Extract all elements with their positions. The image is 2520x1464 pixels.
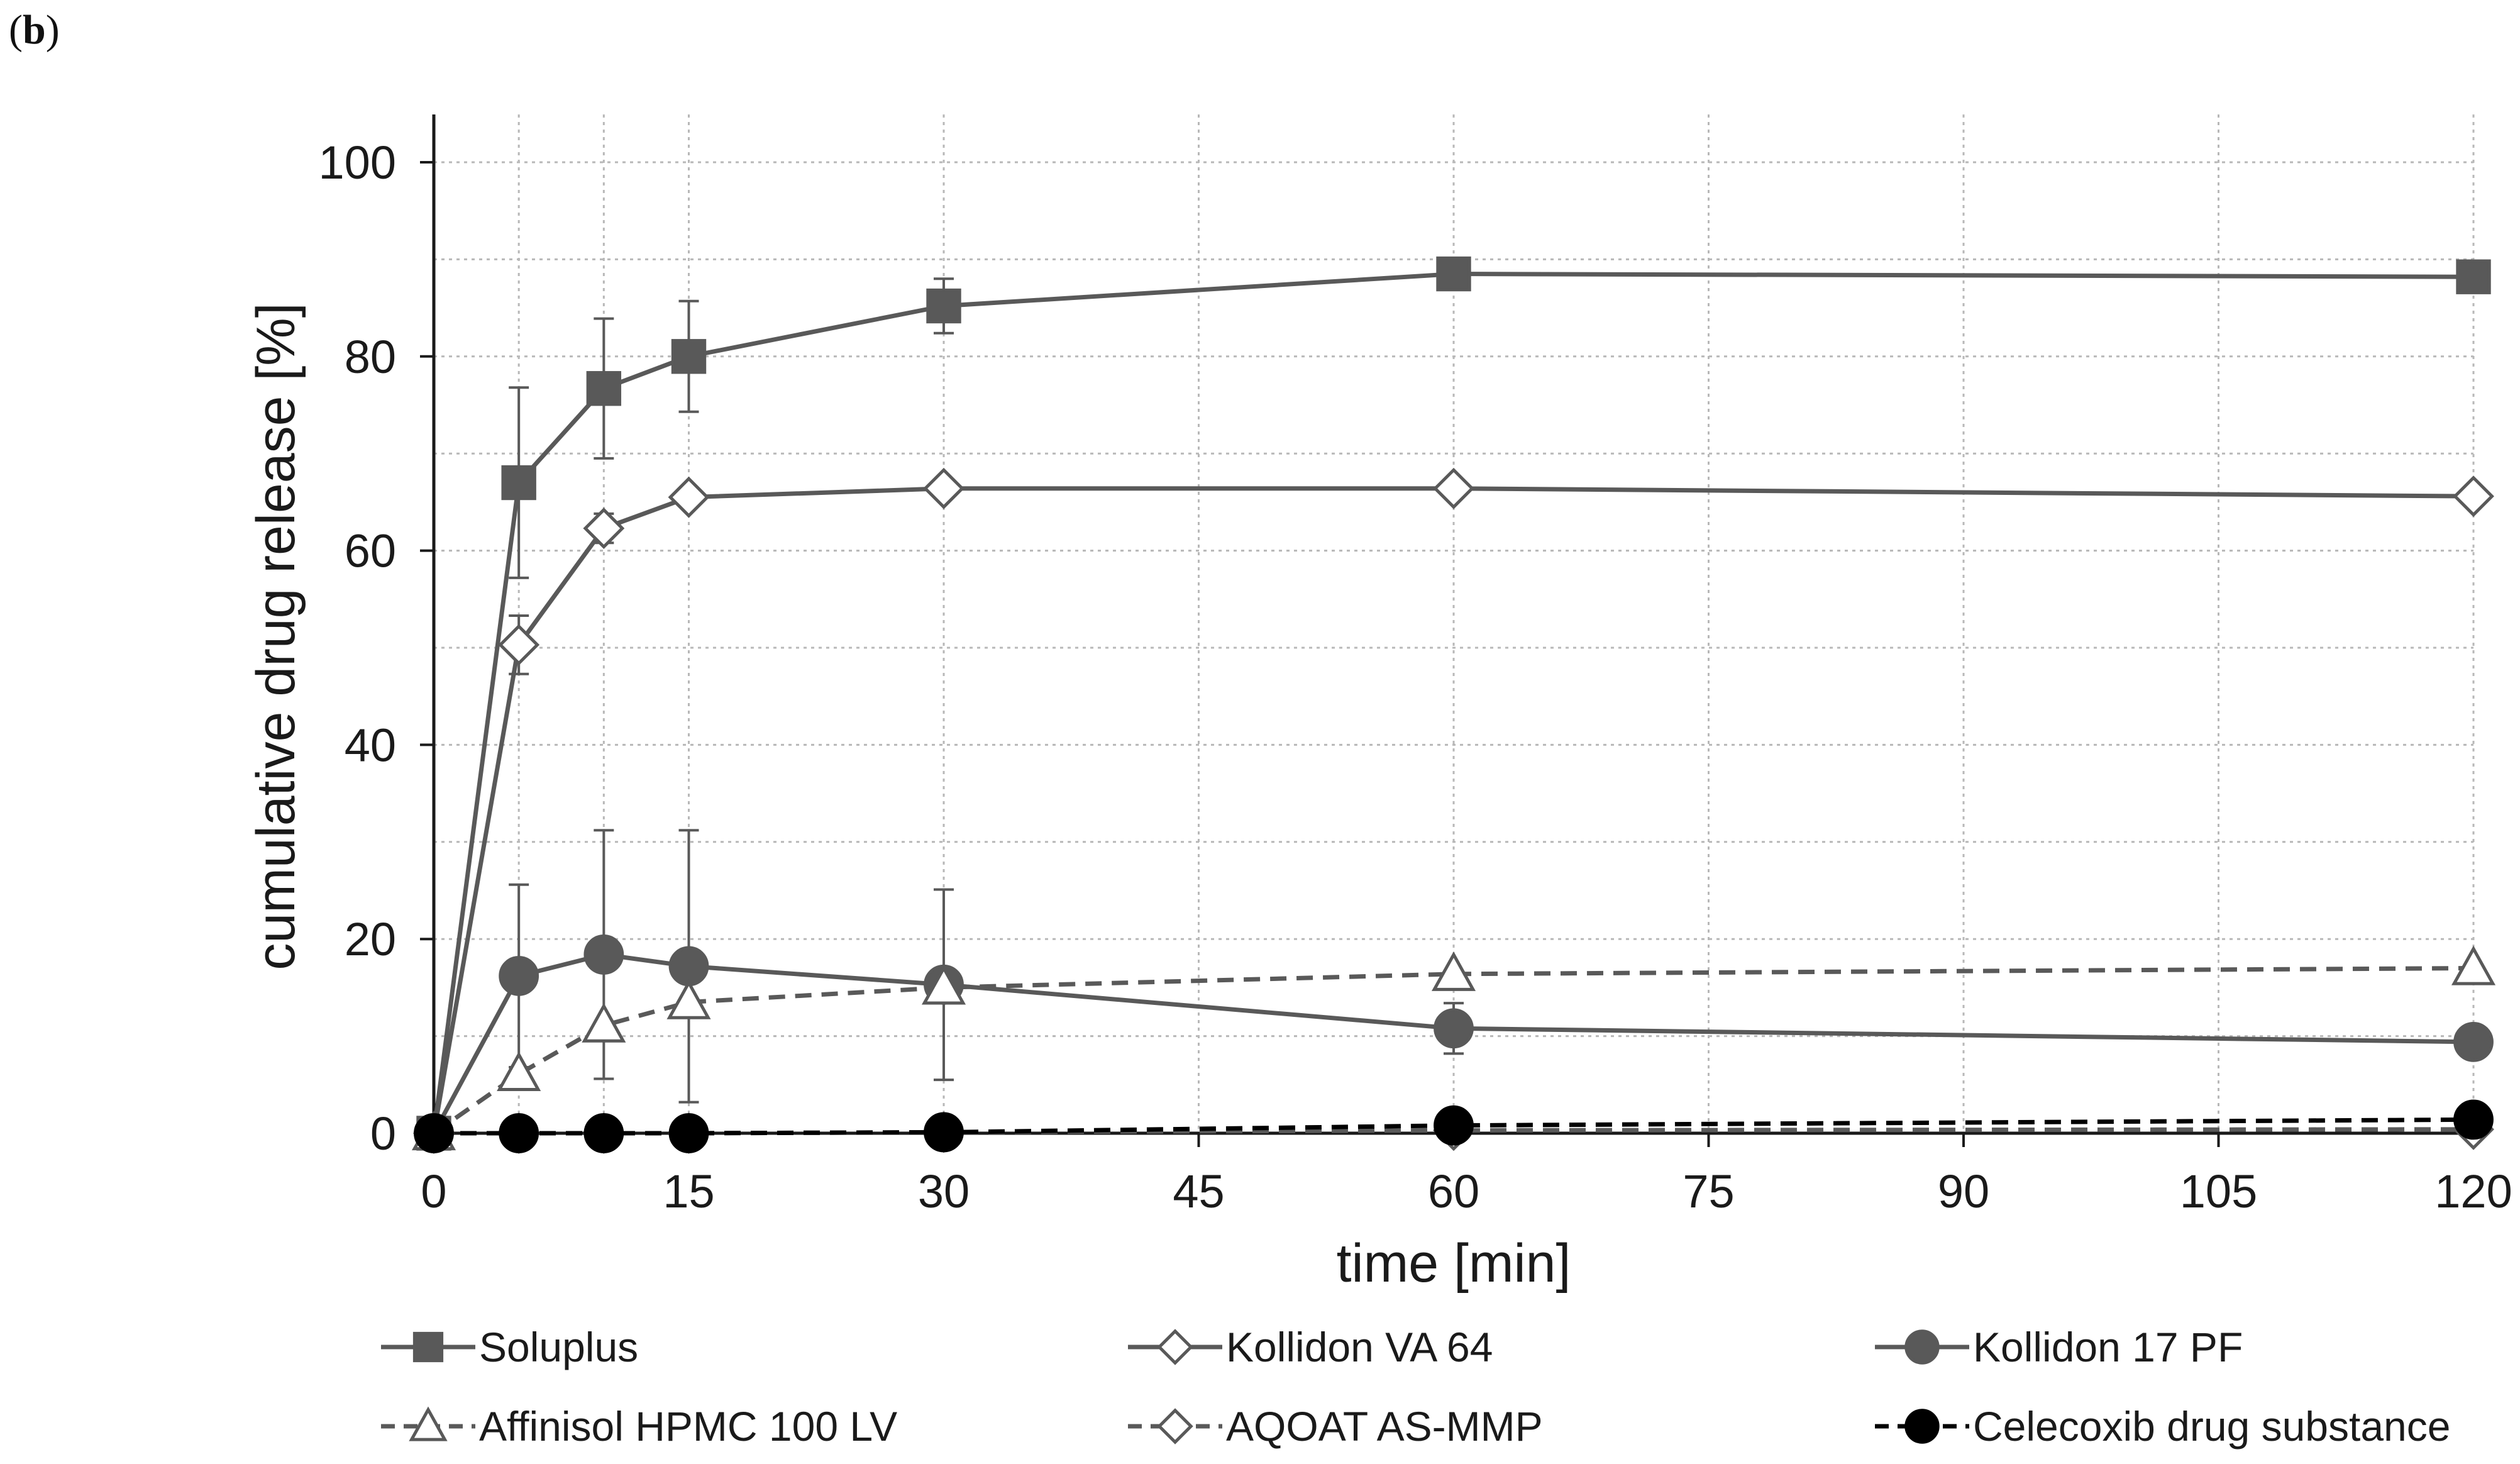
data-point-0-6 — [2456, 259, 2491, 294]
legend-item-2: Kollidon 17 PF — [1875, 1324, 2243, 1370]
data-point-0-3 — [671, 339, 707, 374]
data-point-3-5 — [1431, 951, 1476, 991]
legend-marker-2 — [1904, 1329, 1940, 1365]
legend-label-5: Celecoxib drug substance — [1973, 1403, 2450, 1450]
data-point-1-4 — [923, 467, 964, 509]
y-axis-title: cumulative drug release [%] — [246, 302, 306, 970]
data-point-5-3 — [668, 1113, 709, 1153]
x-axis-title: time [min] — [1337, 1233, 1571, 1294]
legend-item-3: Affinisol HPMC 100 LV — [381, 1403, 897, 1450]
y-tick-label-20: 20 — [345, 913, 396, 965]
panel-label-letter: b — [22, 7, 46, 53]
x-tick-label-75: 75 — [1683, 1165, 1734, 1217]
legend-marker-1 — [1157, 1329, 1193, 1365]
data-point-1-2 — [583, 507, 625, 550]
legend-label-3: Affinisol HPMC 100 LV — [479, 1403, 897, 1450]
x-tick-label-120: 120 — [2434, 1165, 2512, 1217]
chart-legend: Soluplus Kollidon VA 64 Kollidon 17 PF Affi… — [381, 1324, 2450, 1450]
panel-label-close: ) — [45, 7, 60, 53]
y-tick-label-80: 80 — [345, 331, 396, 383]
data-point-0-1 — [501, 465, 536, 501]
data-point-1-5 — [1433, 467, 1474, 509]
x-tick-label-0: 0 — [421, 1165, 446, 1217]
data-point-3-3 — [666, 979, 711, 1019]
data-point-2-3 — [668, 946, 709, 987]
data-point-0-2 — [586, 371, 622, 406]
y-tick-label-100: 100 — [319, 136, 396, 189]
legend-marker-0 — [412, 1331, 444, 1363]
legend-label-0: Soluplus — [479, 1324, 638, 1370]
legend-marker-5 — [1904, 1409, 1940, 1444]
y-tick-label-40: 40 — [345, 719, 396, 771]
chart-grid — [434, 114, 2475, 1133]
legend-item-5: Celecoxib drug substance — [1875, 1403, 2450, 1450]
data-point-2-6 — [2453, 1021, 2494, 1062]
data-point-0-5 — [1436, 256, 1471, 292]
legend-marker-3 — [409, 1406, 448, 1441]
data-point-1-6 — [2453, 475, 2494, 518]
series-5 — [414, 1099, 2494, 1153]
legend-marker-4 — [1157, 1408, 1193, 1445]
data-point-3-1 — [497, 1051, 541, 1091]
data-point-5-5 — [1434, 1105, 1474, 1146]
x-tick-label-60: 60 — [1428, 1165, 1479, 1217]
data-point-1-3 — [668, 476, 710, 518]
legend-label-2: Kollidon 17 PF — [1973, 1324, 2243, 1370]
data-point-0-4 — [926, 288, 961, 324]
data-point-2-1 — [499, 955, 539, 996]
x-tick-label-45: 45 — [1173, 1165, 1224, 1217]
data-point-1-1 — [498, 624, 540, 666]
data-point-5-0 — [414, 1113, 454, 1153]
chart-tick-labels: 0 20 40 60 80 100 0 15 30 45 60 75 90 105 120 — [319, 136, 2512, 1217]
legend-label-1: Kollidon VA 64 — [1226, 1324, 1493, 1370]
legend-item-0: Soluplus — [381, 1324, 638, 1370]
data-point-3-6 — [2451, 945, 2496, 985]
data-point-2-5 — [1434, 1008, 1474, 1049]
legend-item-4: AQOAT AS-MMP — [1128, 1403, 1543, 1450]
legend-item-1: Kollidon VA 64 — [1128, 1324, 1493, 1370]
data-point-2-2 — [583, 934, 624, 975]
data-point-5-2 — [583, 1113, 624, 1153]
x-tick-label-30: 30 — [918, 1165, 970, 1217]
panel-label-open: ( — [9, 7, 23, 53]
panel-label: (b) — [9, 6, 60, 54]
chart-series — [411, 256, 2496, 1154]
data-point-3-4 — [921, 965, 966, 1005]
data-point-5-6 — [2453, 1099, 2494, 1140]
data-point-5-4 — [924, 1112, 964, 1153]
x-tick-label-15: 15 — [663, 1165, 714, 1217]
y-tick-label-60: 60 — [345, 525, 396, 577]
y-tick-label-0: 0 — [370, 1107, 396, 1160]
x-tick-label-105: 105 — [2180, 1165, 2257, 1217]
data-point-3-2 — [582, 1002, 626, 1043]
x-tick-label-90: 90 — [1938, 1165, 1989, 1217]
data-point-5-1 — [499, 1113, 539, 1153]
legend-label-4: AQOAT AS-MMP — [1226, 1403, 1543, 1450]
